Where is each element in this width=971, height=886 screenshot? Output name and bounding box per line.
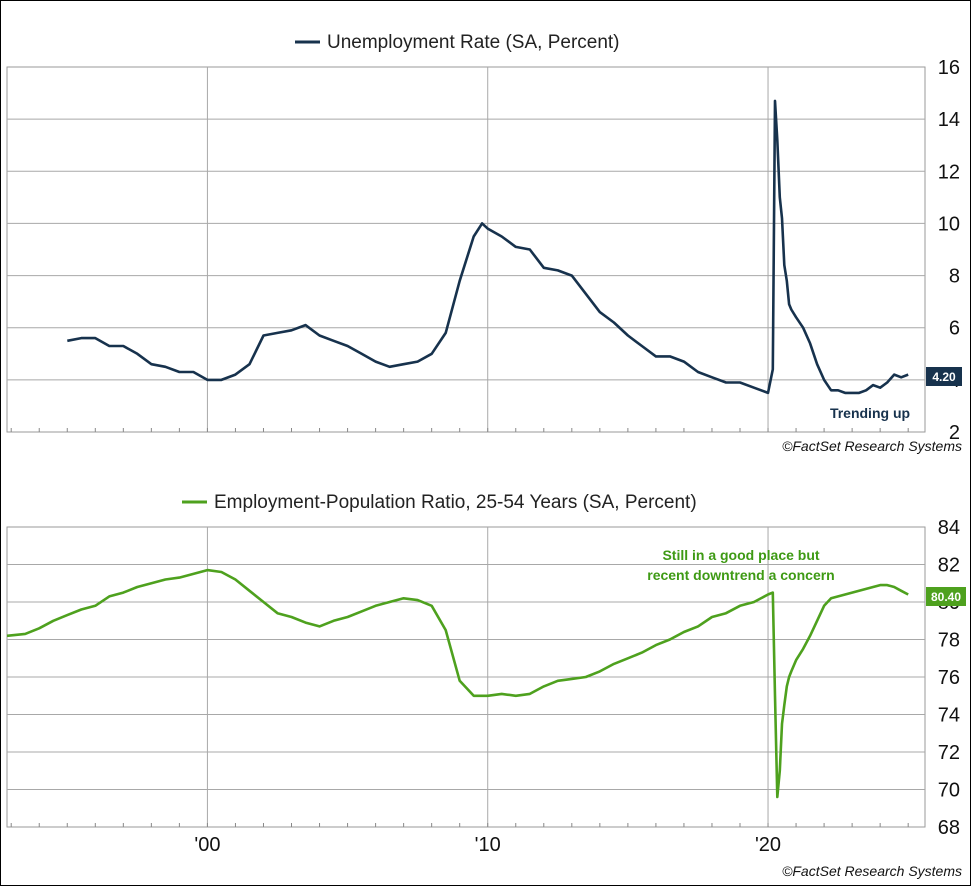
unemployment-source: ©FactSet Research Systems [782,438,962,454]
unemployment-series-line [67,99,909,395]
employment-y-tick-label: 74 [938,705,960,727]
unemployment-y-tick-label: 14 [938,109,960,131]
unemployment-plot-area [6,66,926,433]
employment-y-tick-label: 76 [938,667,960,689]
employment-x-tick-label: '00 [194,834,220,856]
unemployment-y-tick-label: 6 [949,318,960,340]
employment-legend-label: Employment-Population Ratio, 25-54 Years… [214,492,697,513]
unemployment-y-tick-label: 2 [949,422,960,444]
employment-ratio-chart: 848280787674727068 '00'10'20 Employment-… [6,492,966,879]
employment-x-ticks: '00 '10 '20 [10,823,909,856]
employment-y-tick-label: 82 [938,555,960,577]
unemployment-legend-label: Unemployment Rate (SA, Percent) [327,32,620,53]
unemployment-last-value-badge [926,367,962,386]
unemployment-chart: 161412108642 Unemployment Rate (SA, Perc… [6,32,962,454]
employment-y-tick-label: 70 [938,780,960,802]
employment-y-ticks: 848280787674727068 [938,517,960,839]
unemployment-grid [7,67,925,432]
unemployment-last-value-label: 4.20 [932,370,956,384]
employment-y-tick-label: 78 [938,630,960,652]
employment-x-tick-label: '10 [475,834,501,856]
unemployment-x-minor-ticks [10,428,909,432]
employment-y-tick-label: 68 [938,817,960,839]
unemployment-y-tick-label: 10 [938,213,960,235]
employment-source: ©FactSet Research Systems [782,863,962,879]
employment-y-tick-label: 72 [938,742,960,764]
employment-series-line [6,568,909,799]
employment-x-tick-label: '20 [755,834,781,856]
employment-last-value-badge [926,587,966,606]
unemployment-y-tick-label: 12 [938,161,960,183]
employment-last-value-label: 80.40 [931,590,961,604]
employment-y-tick-label: 84 [938,517,960,539]
unemployment-y-tick-label: 16 [938,57,960,79]
employment-annotation-line-1: Still in a good place but [662,547,819,563]
unemployment-y-ticks: 161412108642 [938,57,960,444]
employment-annotation-line-2: recent downtrend a concern [647,567,834,583]
unemployment-y-tick-label: 8 [949,266,960,288]
unemployment-annotation: Trending up [830,405,910,421]
